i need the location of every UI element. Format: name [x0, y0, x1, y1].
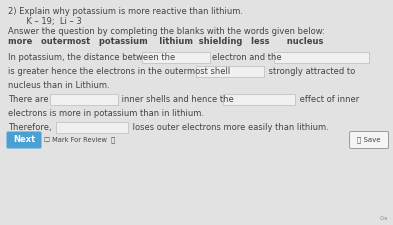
Text: more   outermost   potassium    lithium  shielding   less      nucleus: more outermost potassium lithium shieldi… — [8, 37, 323, 46]
Text: Answer the question by completing the blanks with the words given below:: Answer the question by completing the bl… — [8, 27, 325, 36]
Text: inner shells and hence the: inner shells and hence the — [119, 95, 236, 104]
Text: electrons is more in potassium than in lithium.: electrons is more in potassium than in l… — [8, 109, 204, 118]
Text: In potassium, the distance between the: In potassium, the distance between the — [8, 53, 178, 62]
FancyBboxPatch shape — [7, 131, 42, 149]
Text: Therefore,: Therefore, — [8, 123, 51, 132]
Text: ☐ Mark For Review  ⓘ: ☐ Mark For Review ⓘ — [44, 137, 115, 143]
Text: 2) Explain why potassium is more reactive than lithium.: 2) Explain why potassium is more reactiv… — [8, 7, 243, 16]
Text: Next: Next — [13, 135, 35, 144]
Text: electron and the: electron and the — [212, 53, 284, 62]
FancyBboxPatch shape — [349, 131, 389, 149]
Text: loses outer electrons more easily than lithium.: loses outer electrons more easily than l… — [130, 123, 329, 132]
Text: strongly attracted to: strongly attracted to — [266, 67, 355, 76]
Text: nucleus than in Lithium.: nucleus than in Lithium. — [8, 81, 110, 90]
Text: effect of inner: effect of inner — [297, 95, 359, 104]
FancyBboxPatch shape — [50, 94, 118, 105]
Text: Cre: Cre — [380, 216, 388, 221]
FancyBboxPatch shape — [142, 52, 210, 63]
FancyBboxPatch shape — [196, 66, 264, 77]
Text: There are: There are — [8, 95, 51, 104]
Text: is greater hence the electrons in the outermost shell: is greater hence the electrons in the ou… — [8, 67, 233, 76]
FancyBboxPatch shape — [274, 52, 369, 63]
FancyBboxPatch shape — [223, 94, 295, 105]
FancyBboxPatch shape — [56, 122, 128, 133]
Text: K – 19;  Li – 3: K – 19; Li – 3 — [8, 17, 82, 26]
Text: 💾 Save: 💾 Save — [357, 137, 381, 143]
